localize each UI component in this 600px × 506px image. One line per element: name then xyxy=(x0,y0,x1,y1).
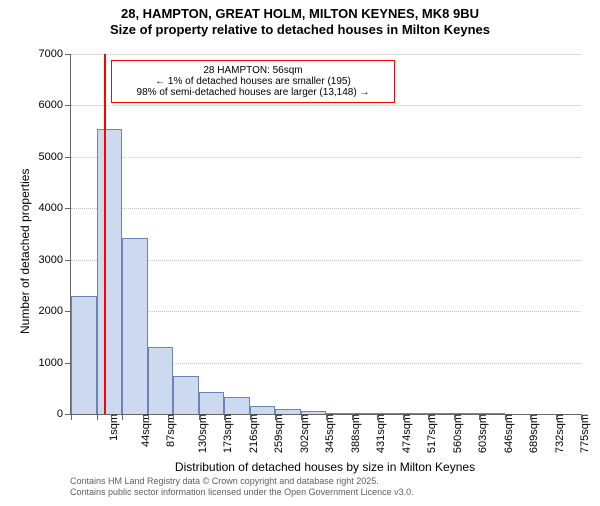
histogram-bar xyxy=(71,296,97,414)
x-tick-label: 775sqm xyxy=(573,414,591,453)
x-tick-label: 517sqm xyxy=(420,414,438,453)
x-tick-label: 689sqm xyxy=(522,414,540,453)
x-tick-label: 388sqm xyxy=(344,414,362,453)
footnote-line2: Contains public sector information licen… xyxy=(70,487,414,498)
gridline xyxy=(71,157,581,158)
y-tick-label: 0 xyxy=(57,408,71,420)
chart-title: 28, HAMPTON, GREAT HOLM, MILTON KEYNES, … xyxy=(0,6,600,22)
histogram-bar xyxy=(97,129,123,414)
x-tick-label: 560sqm xyxy=(446,414,464,453)
histogram-bar xyxy=(173,376,199,414)
y-tick-label: 4000 xyxy=(39,202,71,214)
gridline xyxy=(71,105,581,106)
x-tick-label: 302sqm xyxy=(293,414,311,453)
histogram-bar xyxy=(122,238,148,414)
x-tick-label: 646sqm xyxy=(497,414,515,453)
histogram-bar xyxy=(250,406,276,414)
gridline xyxy=(71,311,581,312)
y-tick-label: 1000 xyxy=(39,357,71,369)
y-tick-label: 6000 xyxy=(39,99,71,111)
x-tick-label: 431sqm xyxy=(369,414,387,453)
y-tick-label: 2000 xyxy=(39,305,71,317)
x-tick-label: 87sqm xyxy=(159,414,177,447)
x-tick-label: 44sqm xyxy=(134,414,152,447)
footnote: Contains HM Land Registry data © Crown c… xyxy=(70,476,414,499)
x-tick-label: 259sqm xyxy=(267,414,285,453)
histogram-bar xyxy=(148,347,174,414)
reference-line xyxy=(104,54,106,414)
y-tick-label: 5000 xyxy=(39,151,71,163)
gridline xyxy=(71,54,581,55)
x-tick-label: 474sqm xyxy=(395,414,413,453)
x-tick-label: 603sqm xyxy=(471,414,489,453)
annotation-line: 98% of semi-detached houses are larger (… xyxy=(118,87,388,98)
y-axis-label: Number of detached properties xyxy=(18,169,32,334)
histogram-bar xyxy=(199,392,225,414)
x-tick-label: 173sqm xyxy=(216,414,234,453)
annotation-line: ← 1% of detached houses are smaller (195… xyxy=(118,76,388,87)
plot-area: 010002000300040005000600070001sqm44sqm87… xyxy=(70,54,581,415)
annotation-line: 28 HAMPTON: 56sqm xyxy=(118,65,388,76)
x-axis-label: Distribution of detached houses by size … xyxy=(70,460,580,474)
footnote-line1: Contains HM Land Registry data © Crown c… xyxy=(70,476,414,487)
x-tick-label: 345sqm xyxy=(318,414,336,453)
histogram-bar xyxy=(224,397,250,414)
gridline xyxy=(71,260,581,261)
y-tick-label: 3000 xyxy=(39,254,71,266)
annotation-box: 28 HAMPTON: 56sqm← 1% of detached houses… xyxy=(111,60,395,103)
x-tick-label: 732sqm xyxy=(548,414,566,453)
y-tick-label: 7000 xyxy=(39,48,71,60)
x-tick-label: 130sqm xyxy=(191,414,209,453)
gridline xyxy=(71,208,581,209)
chart-subtitle: Size of property relative to detached ho… xyxy=(0,22,600,38)
x-tick-label: 216sqm xyxy=(242,414,260,453)
x-tick-label: 1sqm xyxy=(102,414,120,441)
